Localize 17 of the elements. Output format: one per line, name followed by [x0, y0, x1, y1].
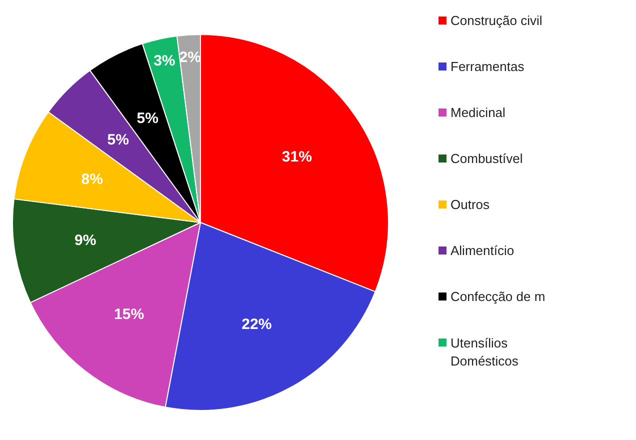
data-label: 9%	[74, 232, 96, 250]
data-label: 3%	[154, 52, 176, 70]
data-label: 15%	[114, 306, 144, 324]
legend-label: Construção civil	[450, 13, 542, 28]
legend-label: Ferramentas	[450, 59, 525, 74]
legend-label: Medicinal	[450, 105, 506, 120]
legend-label: Alimentício	[450, 243, 514, 258]
data-label: 8%	[81, 171, 103, 188]
legend-label: Combustível	[450, 151, 523, 166]
data-label: 22%	[242, 316, 272, 334]
legend-label: Outros	[450, 197, 490, 212]
data-label: 5%	[136, 110, 158, 128]
legend-label: Utensílios Domésticos	[450, 336, 519, 368]
legend-label: Confecção de m	[450, 289, 546, 304]
data-label: 2%	[179, 48, 201, 66]
data-label: 5%	[107, 132, 129, 149]
data-label: 31%	[282, 148, 312, 166]
